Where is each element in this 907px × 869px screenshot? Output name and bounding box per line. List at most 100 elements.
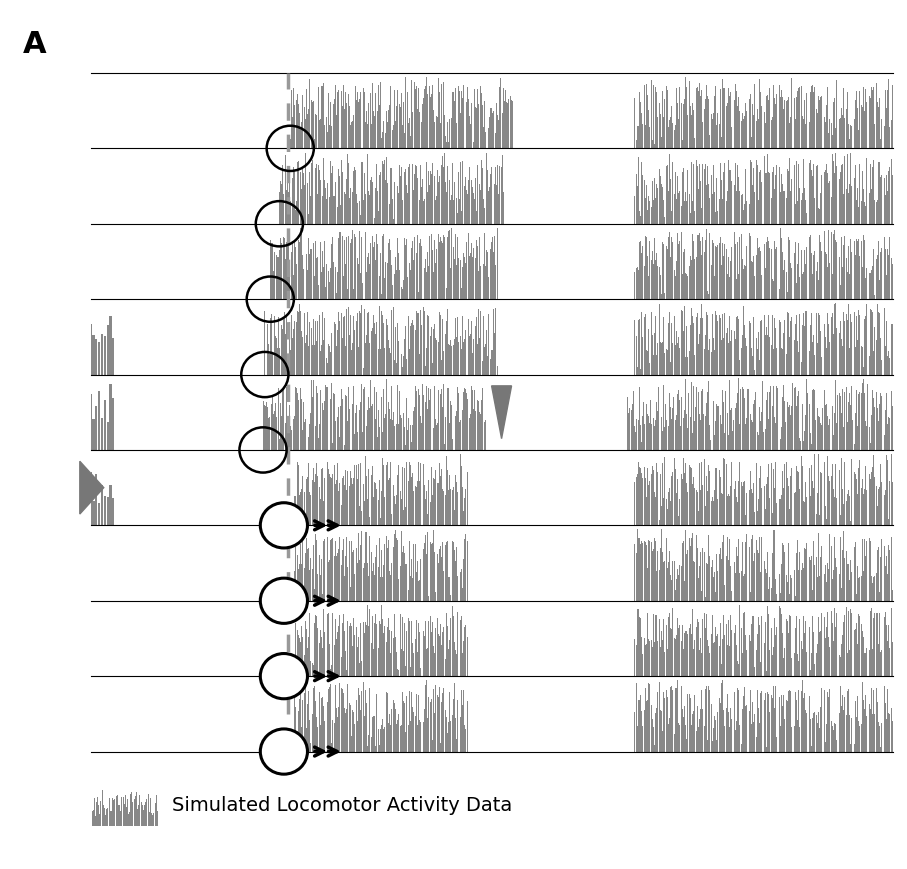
Bar [865,317,866,375]
Bar [474,326,475,375]
Bar [679,242,680,300]
Bar [744,574,745,601]
Bar [461,690,462,752]
Bar [848,491,849,526]
Bar [339,483,340,526]
Bar [674,130,675,149]
Bar [355,465,356,526]
Bar [819,210,820,224]
Bar [323,501,324,526]
Bar [480,87,481,149]
Bar [726,465,727,526]
Bar [861,202,862,224]
Bar [348,387,349,450]
Bar [775,462,776,526]
Bar [812,390,813,450]
Bar [340,407,341,450]
Bar [728,257,729,300]
Bar [878,489,879,526]
Bar [640,242,641,300]
Bar [485,345,486,375]
Bar [394,534,395,601]
Bar [818,618,819,676]
Bar [690,468,691,526]
Bar [663,117,664,149]
Bar [402,617,403,676]
Bar [837,97,838,149]
Bar [684,411,685,450]
Bar [777,688,778,752]
Bar [433,163,434,224]
Bar [395,167,396,224]
Bar [652,467,653,526]
Bar [640,369,641,375]
Bar [372,718,373,752]
Bar [433,689,434,752]
Bar [866,158,867,224]
Bar [336,347,337,375]
Bar [751,489,752,526]
Bar [375,614,376,676]
Bar [864,489,865,526]
Bar [415,573,416,601]
Bar [689,417,690,450]
Bar [848,194,849,224]
Bar [368,469,369,526]
Bar [700,709,701,752]
Bar [883,308,884,375]
Bar [464,539,465,601]
Bar [666,500,667,526]
Bar [368,254,369,300]
Bar [781,348,782,375]
Bar [397,540,398,601]
Bar [461,616,462,676]
Bar [747,96,748,149]
Bar [849,394,850,450]
Bar [340,688,342,752]
Bar [874,125,875,149]
Bar [680,641,681,676]
Bar [373,182,374,224]
Bar [384,161,385,224]
Bar [739,112,740,149]
Bar [438,564,439,601]
Bar [782,350,783,375]
Bar [775,328,776,375]
Bar [414,639,415,676]
Bar [638,609,639,676]
Bar [469,336,470,375]
Bar [427,648,428,676]
Bar [296,102,297,149]
Bar [747,537,748,601]
Bar [811,556,812,601]
Bar [413,474,414,526]
Bar [447,167,448,224]
Bar [676,494,677,526]
Bar [715,421,716,450]
Bar [297,569,298,601]
Bar [382,578,383,601]
Bar [385,263,386,300]
Bar [286,243,287,300]
Bar [750,471,751,526]
Bar [315,534,316,601]
Bar [862,172,863,224]
Bar [665,218,666,224]
Bar [424,200,425,224]
Bar [393,639,394,676]
Bar [746,112,747,149]
Bar [653,549,654,601]
Bar [442,157,443,224]
Bar [730,170,731,224]
Bar [365,123,366,149]
Bar [767,478,768,526]
Bar [330,541,331,601]
Bar [772,514,773,526]
Bar [743,389,744,450]
Bar [353,551,355,601]
Bar [464,499,465,526]
Bar [383,133,384,149]
Bar [388,244,389,300]
Bar [663,318,664,375]
Bar [750,690,751,752]
